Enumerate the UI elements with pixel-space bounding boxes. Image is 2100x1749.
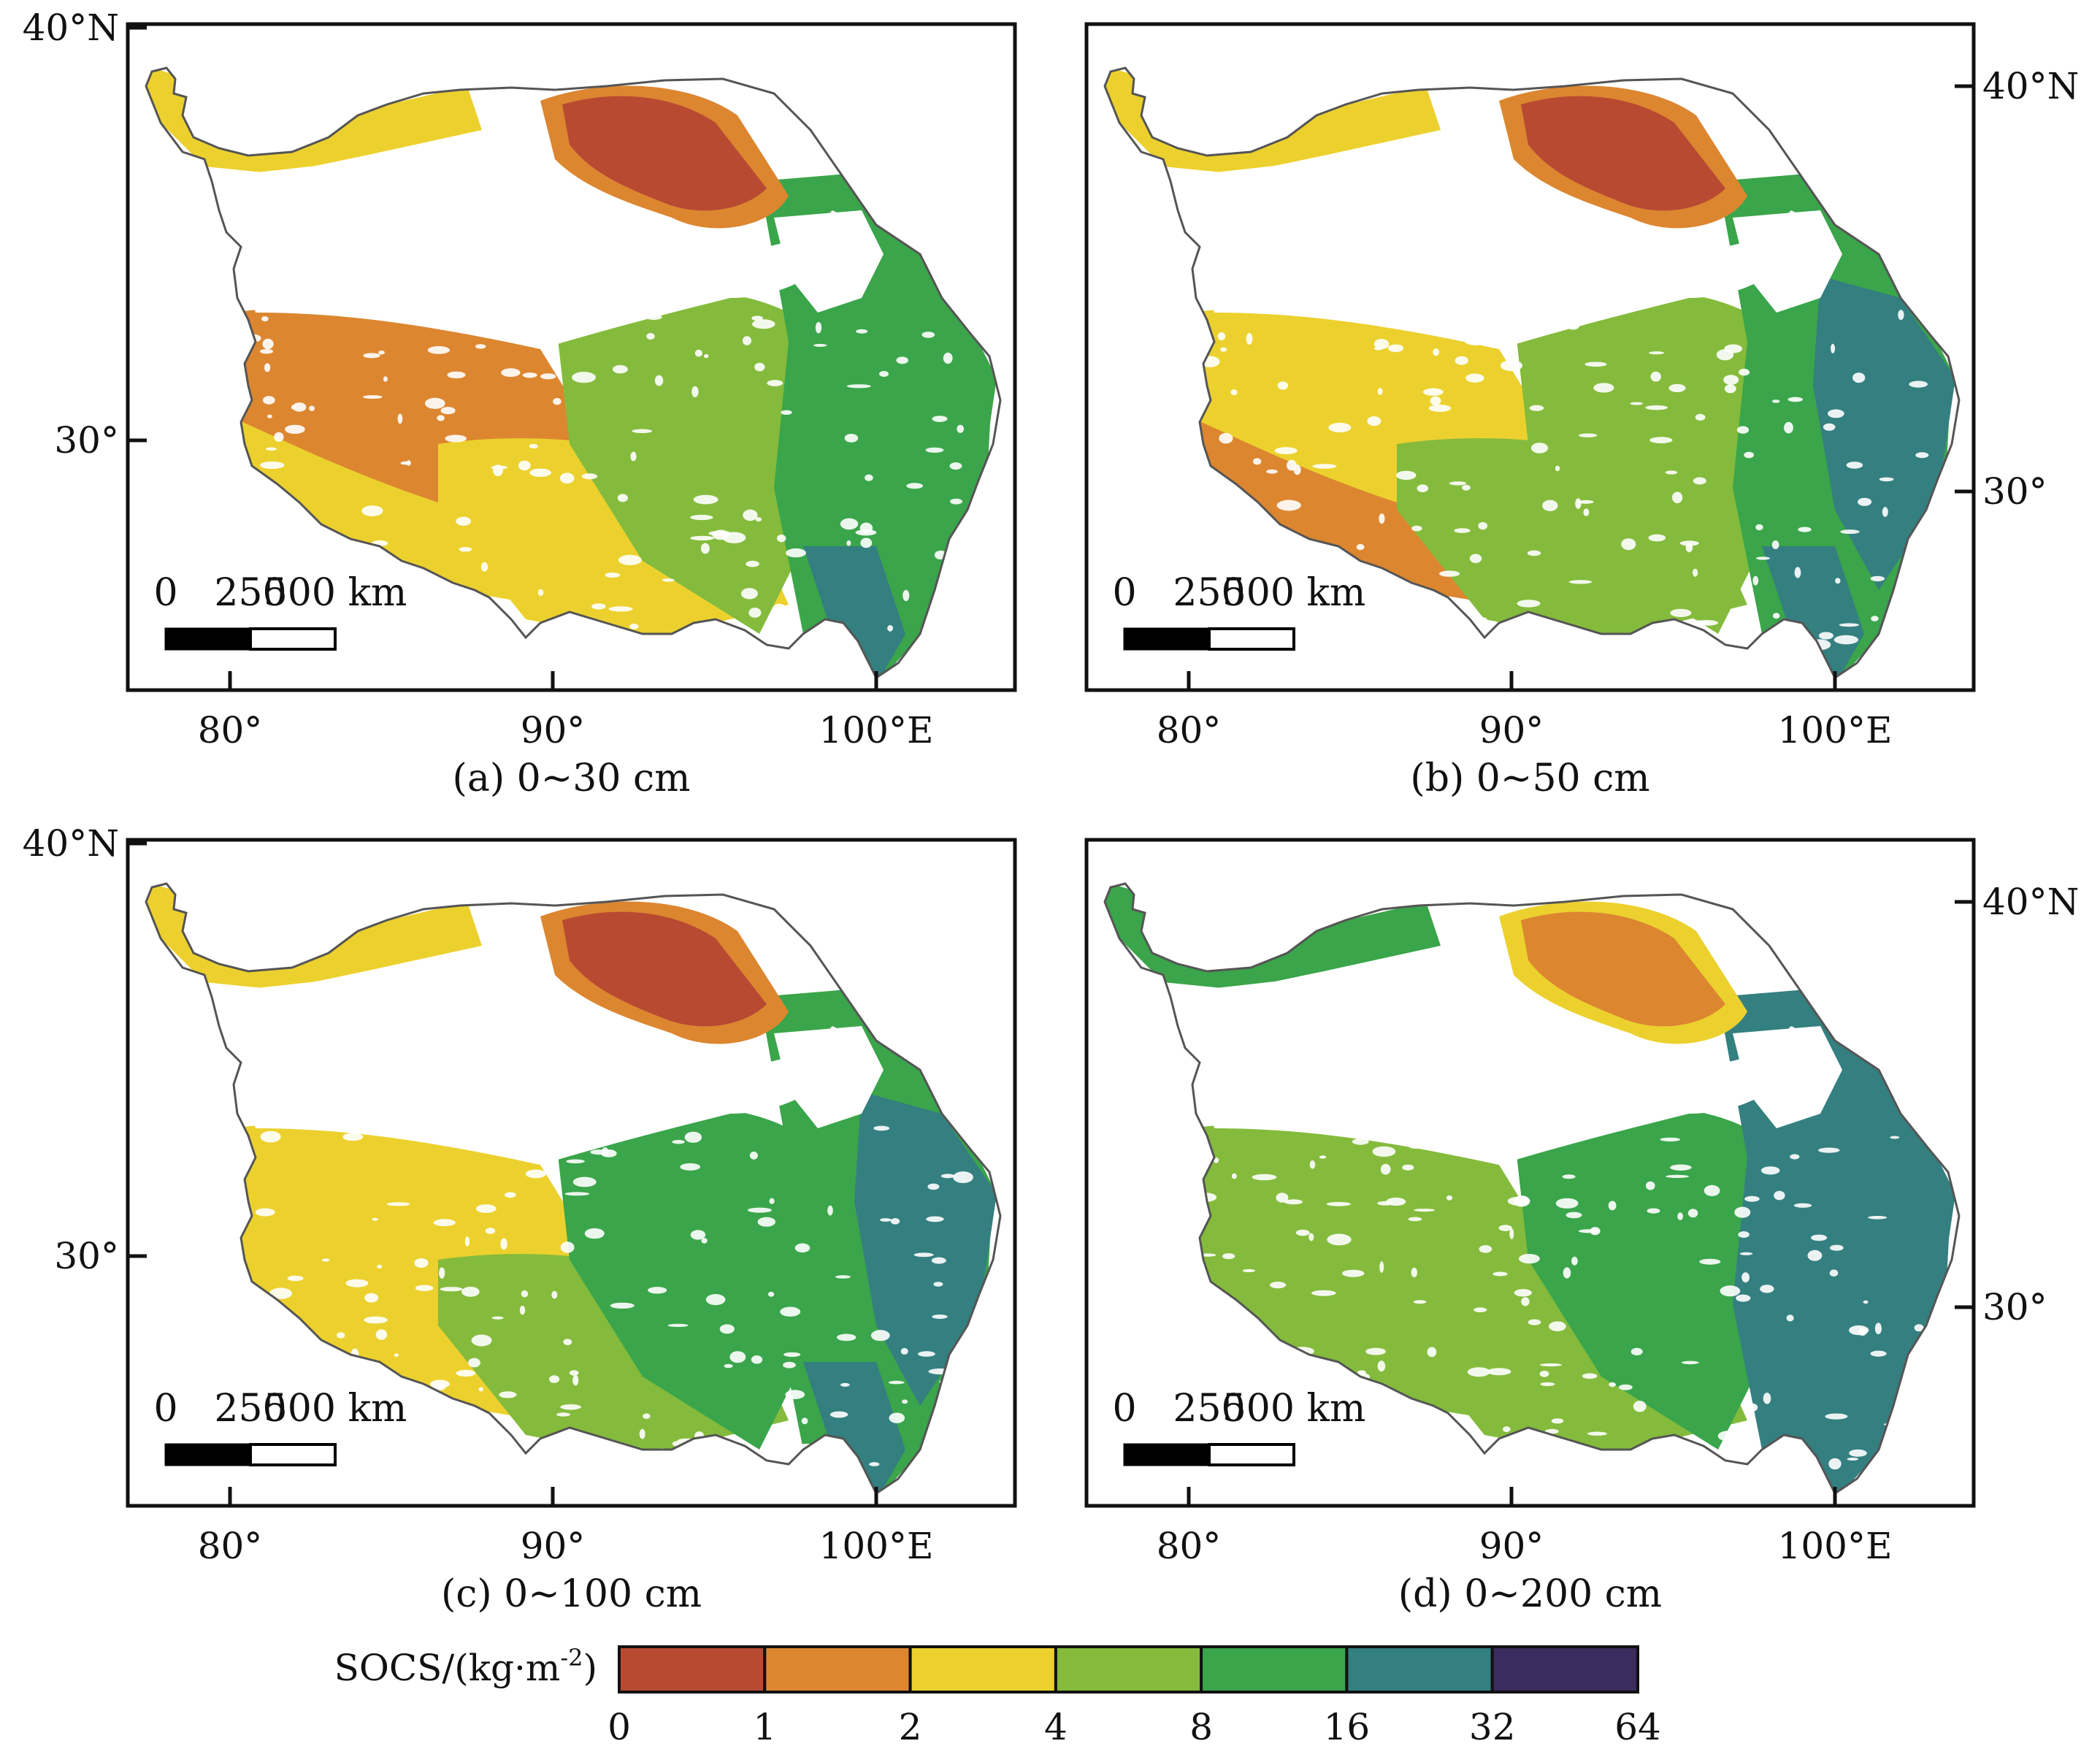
lon-label: 80° bbox=[1157, 1525, 1222, 1567]
scale-label-0: 0 bbox=[153, 1387, 177, 1431]
lon-label: 80° bbox=[198, 709, 263, 751]
legend-break-label: 2 bbox=[899, 1706, 922, 1748]
scale-label-500: 500 km bbox=[264, 1387, 407, 1431]
zone-east-core bbox=[854, 1092, 997, 1406]
scale-label-500: 500 km bbox=[1222, 1387, 1366, 1431]
legend-break-label: 0 bbox=[608, 1706, 631, 1748]
legend-break-label: 64 bbox=[1614, 1706, 1661, 1748]
zone-central bbox=[1514, 291, 1791, 634]
zone-qaidam-basin bbox=[562, 96, 767, 211]
lon-label: 100°E bbox=[1778, 709, 1893, 751]
plateau-map bbox=[145, 882, 1002, 1495]
legend-swatch bbox=[908, 1645, 1057, 1693]
zone-qaidam-basin bbox=[1521, 911, 1725, 1027]
lon-label: 100°E bbox=[819, 709, 934, 751]
legend-break-label: 32 bbox=[1469, 1706, 1516, 1748]
lon-label: 80° bbox=[198, 1525, 263, 1567]
lon-label: 90° bbox=[1479, 1525, 1544, 1567]
lat-label: 40°N bbox=[1982, 881, 2079, 923]
lon-label: 100°E bbox=[1778, 1525, 1893, 1567]
legend-swatch bbox=[763, 1645, 912, 1693]
lat-label: 40°N bbox=[1982, 65, 2079, 107]
scale-label-500: 500 km bbox=[1222, 571, 1366, 615]
scale-label-250: 250 bbox=[214, 1387, 286, 1431]
scale-label-250: 250 bbox=[214, 571, 286, 615]
lon-label: 90° bbox=[1479, 709, 1544, 751]
panel-caption: (a) 0~30 cm bbox=[453, 757, 691, 800]
lon-label: 90° bbox=[521, 1525, 586, 1567]
zone-qaidam-basin bbox=[1521, 96, 1725, 211]
legend-title-sup: -2 bbox=[560, 1644, 583, 1672]
lon-label: 90° bbox=[521, 709, 586, 751]
no-data-area-east bbox=[1733, 1026, 1842, 1128]
scale-label-250: 250 bbox=[1173, 571, 1245, 615]
scale-label-0: 0 bbox=[1112, 571, 1136, 615]
lon-label: 100°E bbox=[819, 1525, 934, 1567]
panel-caption: (b) 0~50 cm bbox=[1410, 757, 1649, 800]
lon-label: 80° bbox=[1157, 709, 1222, 751]
no-data-area bbox=[241, 152, 862, 349]
zone-southwest-edge bbox=[1185, 415, 1499, 605]
zone-southeast bbox=[803, 546, 905, 678]
scale-label-0: 0 bbox=[153, 571, 177, 615]
legend-swatch bbox=[618, 1645, 767, 1693]
zone-central bbox=[555, 1106, 832, 1450]
legend-break-label: 1 bbox=[753, 1706, 776, 1748]
legend-title-main: SOCS/(kg·m bbox=[334, 1647, 561, 1689]
legend-swatch bbox=[1054, 1645, 1203, 1693]
scale-label-500: 500 km bbox=[264, 571, 407, 615]
zone-east-core bbox=[854, 276, 997, 590]
zone-central bbox=[555, 291, 832, 634]
no-data-area-east bbox=[774, 210, 884, 313]
lat-label: 40°N bbox=[23, 822, 119, 865]
legend-break-label: 8 bbox=[1189, 1706, 1213, 1748]
no-data-area bbox=[1200, 968, 1820, 1165]
legend-title-end: ) bbox=[583, 1647, 597, 1689]
lat-label: 30° bbox=[54, 1235, 119, 1277]
no-data-area-east bbox=[774, 1026, 884, 1128]
legend: 0 1 2 4 8 16 32 64 SOCS/(kg·m-2) bbox=[334, 1644, 1661, 1748]
scale-label-250: 250 bbox=[1173, 1387, 1245, 1431]
zone-southwest-edge bbox=[1185, 1231, 1499, 1420]
no-data-area-east bbox=[1733, 210, 1842, 313]
lat-label: 40°N bbox=[23, 7, 119, 49]
legend-swatch bbox=[1200, 1645, 1349, 1693]
panel-caption: (c) 0~100 cm bbox=[441, 1572, 702, 1616]
panel-caption: (d) 0~200 cm bbox=[1398, 1572, 1662, 1616]
legend-break-label: 4 bbox=[1044, 1706, 1068, 1748]
no-data-area bbox=[1200, 152, 1820, 349]
zone-qaidam-basin bbox=[562, 911, 767, 1027]
plateau-map bbox=[1103, 882, 1961, 1495]
legend-break-label: 16 bbox=[1324, 1706, 1371, 1748]
legend-title: SOCS/(kg·m-2) bbox=[334, 1644, 597, 1689]
lat-label: 30° bbox=[1982, 1286, 2047, 1328]
scale-label-0: 0 bbox=[1112, 1387, 1136, 1431]
lat-label: 30° bbox=[54, 419, 119, 462]
zone-southwest-edge bbox=[226, 415, 540, 605]
no-data-area bbox=[241, 968, 862, 1165]
zone-east-core bbox=[1813, 276, 1955, 590]
lat-label: 30° bbox=[1982, 470, 2047, 513]
zone-southeast bbox=[803, 1362, 905, 1493]
zone-central bbox=[1514, 1106, 1791, 1450]
legend-swatch bbox=[1345, 1645, 1494, 1693]
legend-swatch bbox=[1490, 1645, 1639, 1693]
